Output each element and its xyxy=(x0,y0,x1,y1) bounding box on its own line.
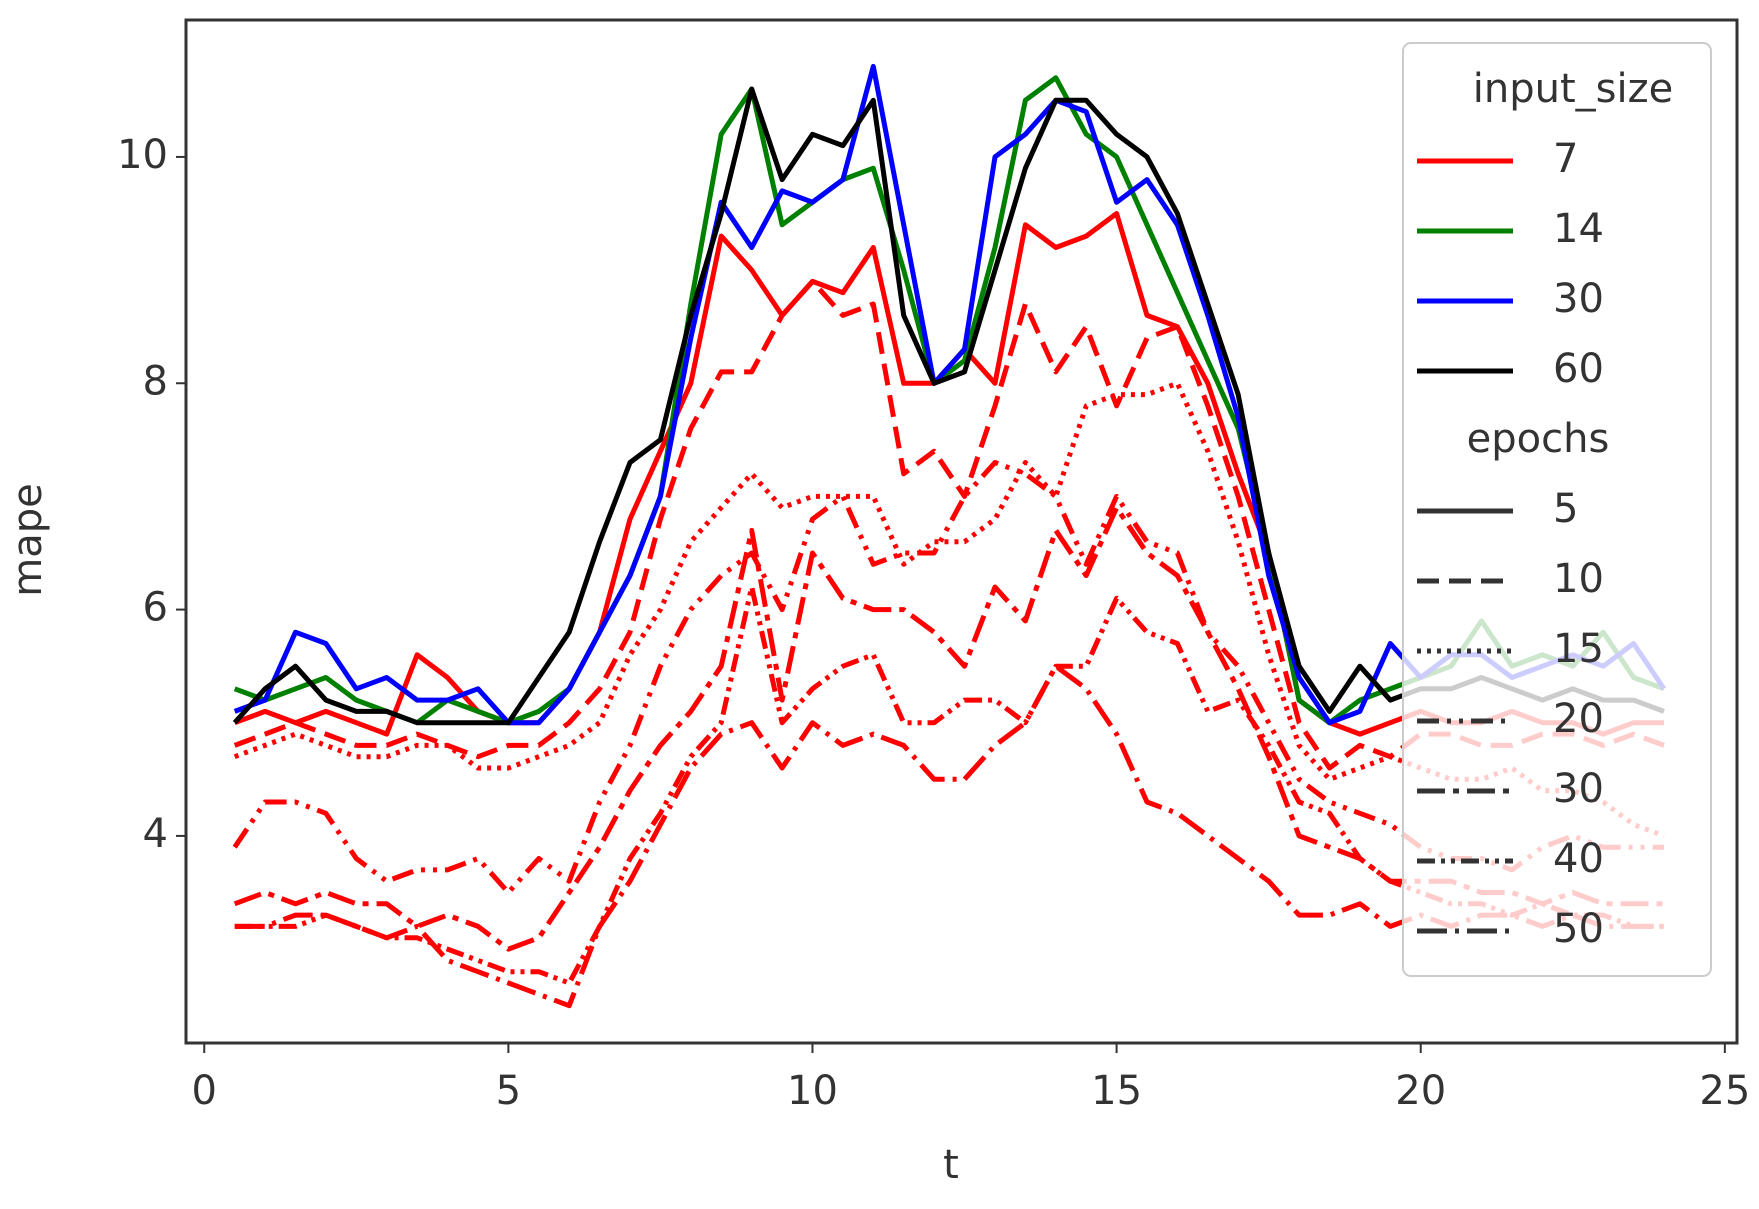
legend-label: 15 xyxy=(1553,626,1604,672)
legend-label: 40 xyxy=(1553,836,1604,882)
y-tick-label: 10 xyxy=(117,132,168,178)
legend-label: 30 xyxy=(1553,276,1604,322)
legend-label: 5 xyxy=(1553,486,1578,532)
x-tick-label: 10 xyxy=(787,1068,838,1114)
series-line xyxy=(233,505,1664,952)
legend-label: 14 xyxy=(1553,206,1604,252)
legend-label: 10 xyxy=(1553,556,1604,602)
x-tick-label: 0 xyxy=(192,1068,217,1114)
y-tick-label: 6 xyxy=(143,585,168,631)
legend-label: 60 xyxy=(1553,346,1604,392)
legend-title: epochs xyxy=(1467,416,1610,462)
legend-label: 7 xyxy=(1553,136,1578,182)
legend-box xyxy=(1402,42,1712,977)
x-tick-label: 20 xyxy=(1395,1068,1446,1114)
x-tick-label: 5 xyxy=(496,1068,521,1114)
x-tick-label: 25 xyxy=(1699,1068,1750,1114)
x-tick-label: 15 xyxy=(1091,1068,1142,1114)
legend-title: input_size xyxy=(1473,66,1673,112)
y-tick-label: 4 xyxy=(143,811,168,857)
legend-label: 20 xyxy=(1553,696,1604,742)
series-line xyxy=(233,278,1665,771)
y-tick-label: 8 xyxy=(143,358,168,404)
legend-label: 50 xyxy=(1553,906,1604,952)
y-axis-label: mape xyxy=(5,483,51,596)
legend-label: 30 xyxy=(1553,766,1604,812)
x-axis-label: t xyxy=(943,1142,959,1188)
plot-frame xyxy=(184,18,1739,1045)
series-line xyxy=(234,663,1664,1009)
